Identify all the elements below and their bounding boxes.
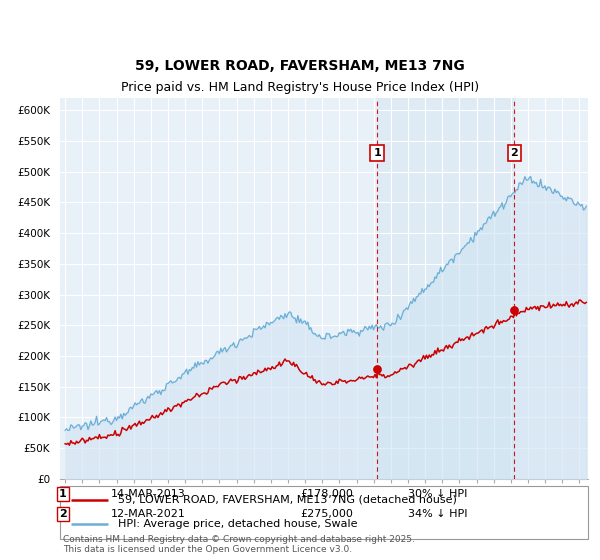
Text: 59, LOWER ROAD, FAVERSHAM, ME13 7NG (detached house): 59, LOWER ROAD, FAVERSHAM, ME13 7NG (det…: [118, 495, 457, 505]
Text: 1: 1: [373, 148, 381, 158]
Text: 59, LOWER ROAD, FAVERSHAM, ME13 7NG: 59, LOWER ROAD, FAVERSHAM, ME13 7NG: [135, 59, 465, 73]
Text: Contains HM Land Registry data © Crown copyright and database right 2025.
This d: Contains HM Land Registry data © Crown c…: [63, 535, 415, 554]
Text: 30% ↓ HPI: 30% ↓ HPI: [408, 489, 467, 499]
Point: [509, 305, 519, 314]
Bar: [377, 98, 514, 479]
Text: HPI: Average price, detached house, Swale: HPI: Average price, detached house, Swal…: [118, 519, 358, 529]
Text: 2: 2: [511, 148, 518, 158]
Text: Price paid vs. HM Land Registry's House Price Index (HPI): Price paid vs. HM Land Registry's House …: [121, 81, 479, 94]
Text: 14-MAR-2013: 14-MAR-2013: [111, 489, 186, 499]
Text: 34% ↓ HPI: 34% ↓ HPI: [408, 509, 467, 519]
Text: £275,000: £275,000: [300, 509, 353, 519]
Text: 2: 2: [59, 509, 67, 519]
Point: [373, 365, 382, 374]
Text: 1: 1: [59, 489, 67, 499]
FancyBboxPatch shape: [60, 486, 588, 539]
Text: 12-MAR-2021: 12-MAR-2021: [111, 509, 186, 519]
Text: £178,000: £178,000: [300, 489, 353, 499]
